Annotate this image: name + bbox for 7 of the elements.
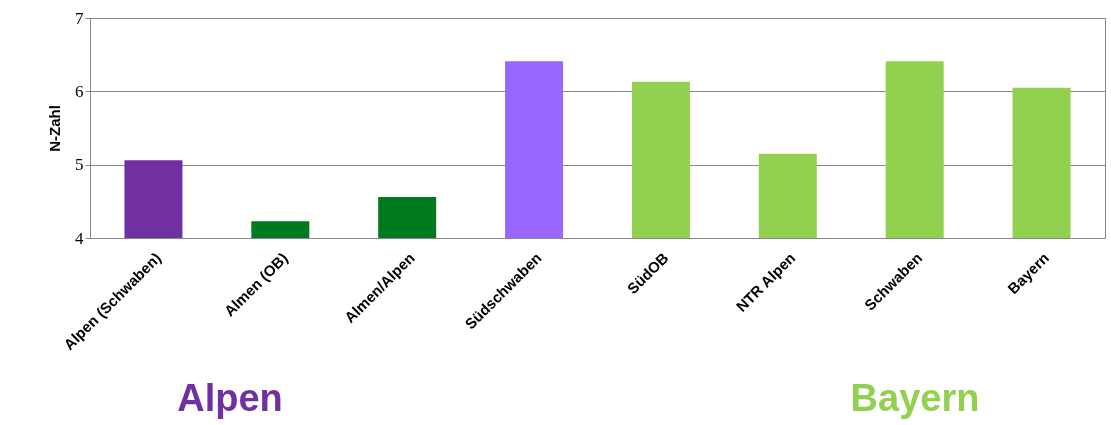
- text: Alpen: [177, 377, 283, 419]
- y-tick-label: 6: [75, 81, 84, 101]
- y-axis-title: N-Zahl: [46, 105, 63, 152]
- y-tick-label: 5: [75, 155, 84, 175]
- y-tick-label: 4: [75, 228, 84, 248]
- text: Bayern: [850, 377, 980, 419]
- y-tick-label: 7: [75, 8, 84, 28]
